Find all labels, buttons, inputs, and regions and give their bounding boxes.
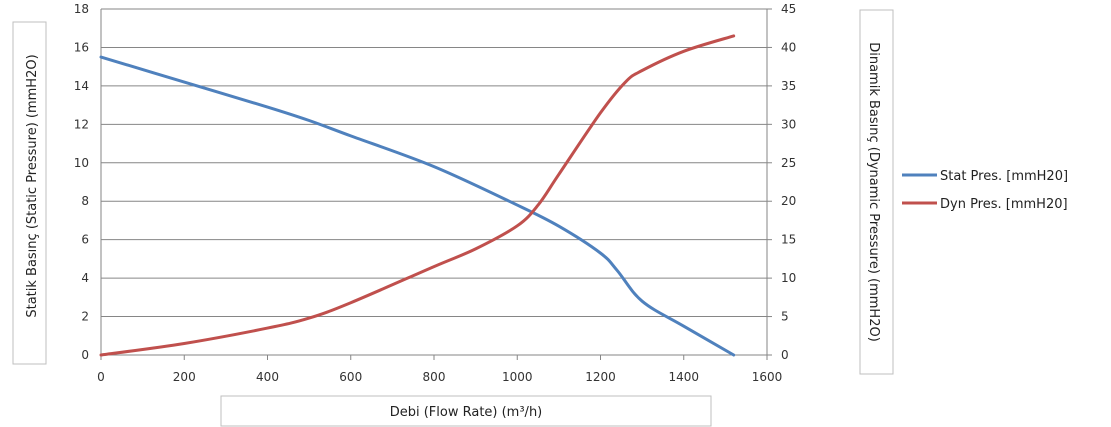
left-tick-label-10: 10 (74, 156, 89, 170)
left-axis-title-box (12, 21, 47, 365)
left-tick-label-14: 14 (74, 79, 89, 93)
right-tick-label-45: 45 (781, 2, 796, 16)
x-axis-title-box (220, 395, 712, 427)
left-tick-label-2: 2 (81, 310, 89, 324)
x-axis-title: Debi (Flow Rate) (m³/h) (390, 405, 543, 420)
left-tick-label-0: 0 (81, 348, 89, 362)
left-tick-label-4: 4 (81, 271, 89, 285)
right-tick-label-5: 5 (781, 310, 789, 324)
right-tick-label-25: 25 (781, 156, 796, 170)
left-tick-label-8: 8 (81, 194, 89, 208)
left-tick-label-18: 18 (74, 2, 89, 16)
x-tick-label-0: 0 (97, 370, 105, 384)
right-axis-title-box (859, 9, 894, 375)
left-y-ticks: 0 2 4 6 8 10 12 14 16 18 (74, 2, 89, 362)
left-tick-label-6: 6 (81, 233, 89, 247)
right-tick-label-10: 10 (781, 271, 796, 285)
right-tick-label-40: 40 (781, 40, 796, 54)
x-tick-label-1600: 1600 (752, 370, 783, 384)
right-tick-label-20: 20 (781, 194, 796, 208)
gridlines (101, 8, 767, 356)
left-axis-title: Statik Basınç (Static Pressure) (mmH2O) (25, 54, 40, 317)
x-tick-label-200: 200 (173, 370, 196, 384)
x-tick-label-800: 800 (423, 370, 446, 384)
x-ticks: 0 200 400 600 800 1000 1200 1400 1600 (97, 355, 782, 384)
series-line-dyn (99, 34, 736, 357)
left-tick-label-16: 16 (74, 40, 89, 54)
right-tick-label-30: 30 (781, 117, 796, 131)
axes (100, 9, 768, 356)
right-tick-label-35: 35 (781, 79, 796, 93)
x-tick-label-1400: 1400 (668, 370, 699, 384)
right-tick-label-15: 15 (781, 233, 796, 247)
legend-label-dyn: Dyn Pres. [mmH20] (940, 197, 1068, 212)
right-axis-title: Dinamik Basınç (Dynamic Pressure) (mmH2O… (866, 42, 881, 342)
series (99, 34, 736, 357)
x-tick-label-600: 600 (339, 370, 362, 384)
x-tick-label-1200: 1200 (585, 370, 616, 384)
series-line-stat (99, 55, 736, 357)
right-tick-label-0: 0 (781, 348, 789, 362)
x-tick-label-400: 400 (256, 370, 279, 384)
left-tick-label-12: 12 (74, 117, 89, 131)
legend-label-stat: Stat Pres. [mmH20] (940, 169, 1068, 184)
right-y-ticks: 0 5 10 15 20 25 30 35 40 45 (767, 2, 796, 362)
legend: Stat Pres. [mmH20] Dyn Pres. [mmH20] (902, 169, 1068, 212)
x-tick-label-1000: 1000 (502, 370, 533, 384)
